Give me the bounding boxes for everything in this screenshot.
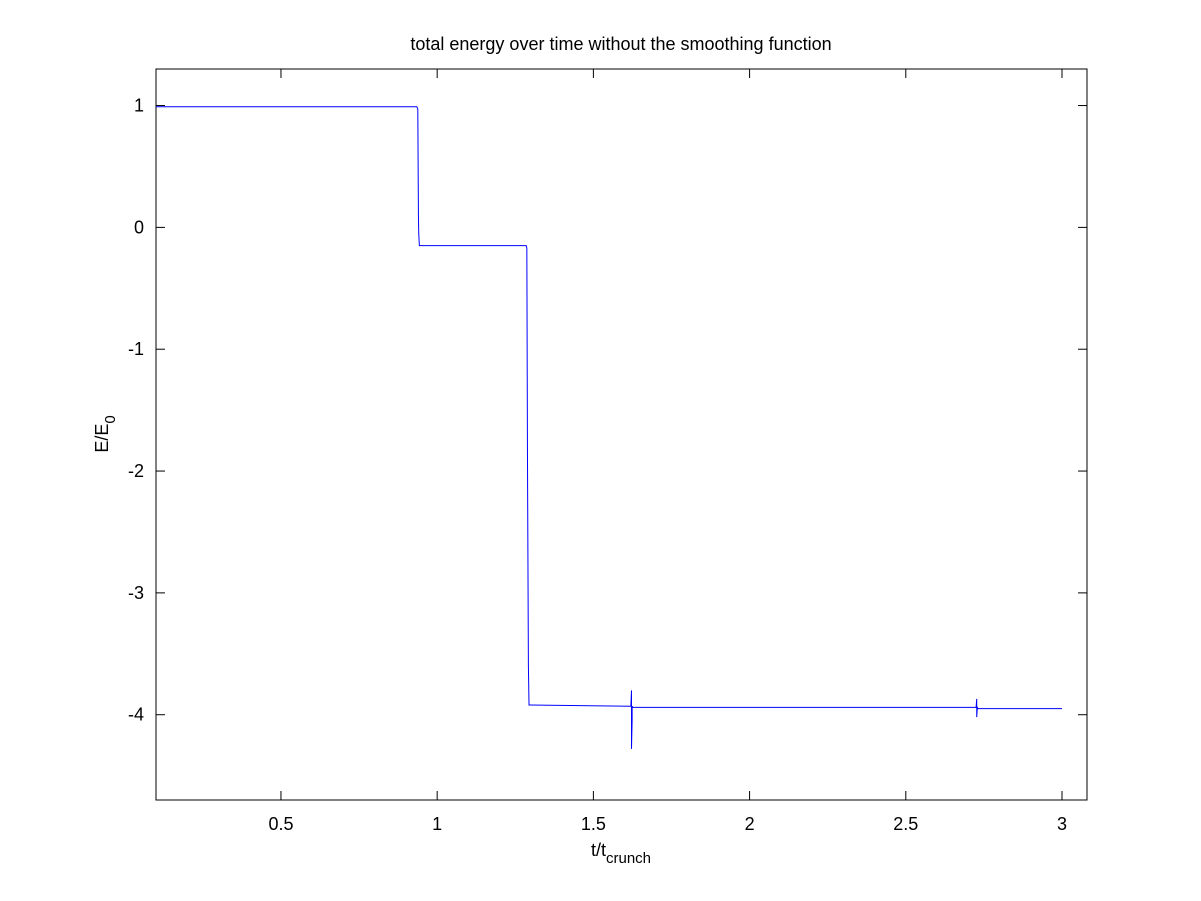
y-tick-label: 0 (134, 217, 144, 237)
x-axis-label-main: t/t (591, 840, 606, 860)
x-tick-label: 1.5 (581, 814, 606, 834)
y-axis-label-main: E/E (92, 424, 112, 453)
x-tick-label: 2.5 (893, 814, 918, 834)
x-tick-label: 0.5 (268, 814, 293, 834)
series-layer (156, 106, 1063, 749)
x-tick-label: 2 (745, 814, 755, 834)
y-axis-ticks: 1 0 -1 -2 -3 -4 (128, 96, 1087, 725)
y-axis-label: E/E0 (92, 415, 119, 452)
energy-series-line (156, 106, 1063, 749)
y-tick-label: 1 (134, 96, 144, 116)
x-axis-ticks: 0.5 1 1.5 2 2.5 3 (268, 69, 1067, 834)
x-tick-label: 3 (1057, 814, 1067, 834)
chart-title: total energy over time without the smoot… (410, 34, 831, 54)
plot-area (155, 68, 1088, 801)
x-tick-label: 1 (432, 814, 442, 834)
y-axis-label-subscript: 0 (102, 415, 119, 423)
y-tick-label: -2 (128, 461, 144, 481)
y-tick-label: -1 (128, 339, 144, 359)
x-axis-label-subscript: crunch (606, 850, 651, 867)
x-axis-label: t/tcrunch (591, 840, 651, 867)
y-tick-label: -4 (128, 705, 144, 725)
y-tick-label: -3 (128, 583, 144, 603)
